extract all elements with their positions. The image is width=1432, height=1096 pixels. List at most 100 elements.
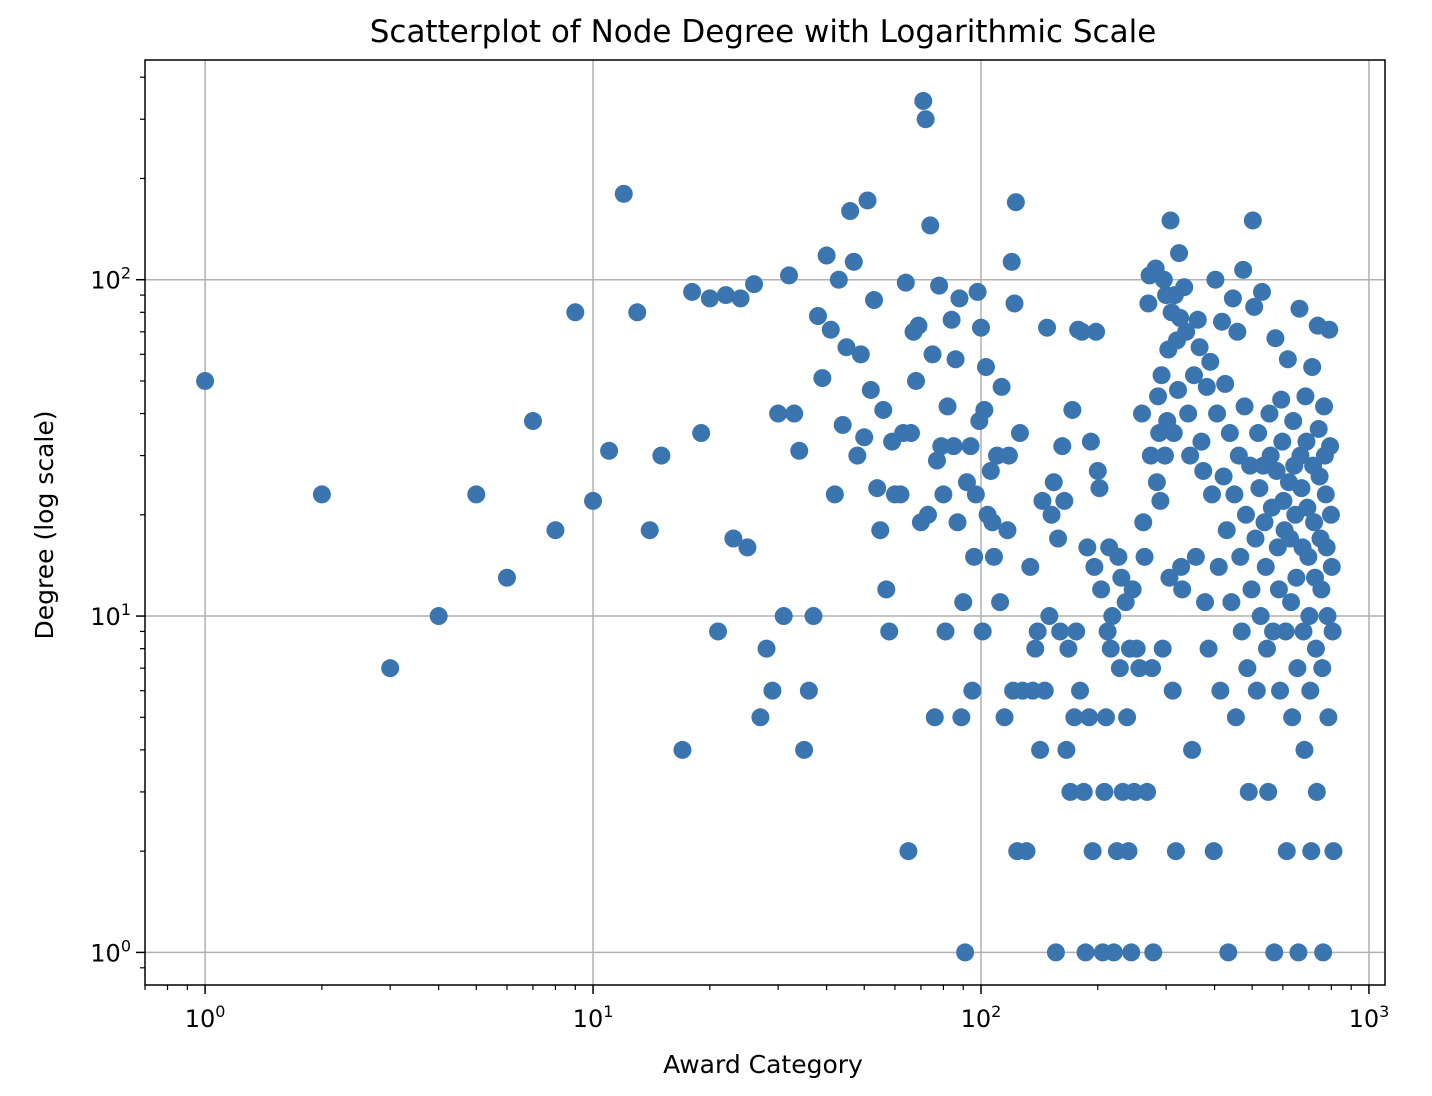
- scatter-point: [763, 681, 782, 700]
- scatter-point: [1143, 659, 1162, 678]
- scatter-point: [1192, 432, 1211, 451]
- scatter-point: [921, 216, 940, 235]
- scatter-point: [652, 446, 671, 465]
- scatter-point: [1264, 622, 1283, 641]
- scatter-point: [984, 547, 1003, 566]
- scatter-point: [1300, 607, 1319, 626]
- scatter-point: [1283, 708, 1302, 727]
- scatter-point: [1239, 782, 1258, 801]
- scatter-point: [932, 437, 951, 456]
- scatter-point: [1122, 943, 1141, 962]
- scatter-point: [1044, 473, 1063, 492]
- scatter-point: [952, 708, 971, 727]
- scatter-point: [1080, 708, 1099, 727]
- scatter-point: [1109, 547, 1128, 566]
- scatter-point: [1316, 485, 1335, 504]
- scatter-point: [1289, 943, 1308, 962]
- scatter-point: [1201, 352, 1220, 371]
- scatter-point: [855, 428, 874, 447]
- scatter-point: [1288, 659, 1307, 678]
- scatter-point: [1139, 294, 1158, 313]
- scatter-point: [1190, 338, 1209, 357]
- scatter-point: [1278, 350, 1297, 369]
- scatter-point: [868, 479, 887, 498]
- y-axis-label: Degree (log scale): [30, 411, 59, 640]
- scatter-point: [429, 607, 448, 626]
- scatter-point: [999, 446, 1018, 465]
- scatter-point: [546, 521, 565, 540]
- scatter-point: [1160, 568, 1179, 587]
- scatter-point: [907, 371, 926, 390]
- scatter-point: [1271, 681, 1290, 700]
- scatter-point: [1255, 513, 1274, 532]
- scatter-point: [312, 485, 331, 504]
- scatter-point: [1076, 943, 1095, 962]
- scatter-point: [961, 437, 980, 456]
- scatter-point: [1067, 622, 1086, 641]
- scatter-point: [971, 318, 990, 337]
- scatter-point: [930, 276, 949, 295]
- scatter-point: [1147, 473, 1166, 492]
- scatter-point: [808, 307, 827, 326]
- scatter-point: [1006, 193, 1025, 212]
- scatter-point: [1256, 557, 1275, 576]
- scatter-point: [1163, 681, 1182, 700]
- scatter-point: [1310, 467, 1329, 486]
- scatter-point: [1203, 485, 1222, 504]
- scatter-point: [925, 708, 944, 727]
- scatter-point: [936, 622, 955, 641]
- scatter-point: [1281, 529, 1300, 548]
- scatter-point: [1251, 607, 1270, 626]
- scatter-point: [1297, 432, 1316, 451]
- scatter-point: [1259, 782, 1278, 801]
- y-tick-label: 100: [90, 936, 131, 967]
- scatter-point: [1222, 593, 1241, 612]
- scatter-point: [954, 593, 973, 612]
- scatter-point: [1231, 547, 1250, 566]
- scatter-point: [1083, 842, 1102, 861]
- scatter-point: [785, 404, 804, 423]
- scatter-point: [1299, 547, 1318, 566]
- y-tick-label: 101: [90, 600, 131, 631]
- scatter-point: [1214, 467, 1233, 486]
- scatter-point: [1149, 387, 1168, 406]
- scatter-point: [795, 740, 814, 759]
- scatter-point: [1144, 943, 1163, 962]
- scatter-point: [1234, 260, 1253, 279]
- scatter-point: [1153, 639, 1172, 658]
- scatter-point: [1265, 943, 1284, 962]
- scatter-point: [909, 316, 928, 335]
- scatter-point: [1141, 446, 1160, 465]
- major-ticks: [136, 278, 1370, 994]
- scatter-point: [1236, 505, 1255, 524]
- scatter-point: [946, 350, 965, 369]
- scatter-point: [1119, 842, 1138, 861]
- scatter-point: [497, 568, 516, 587]
- scatter-point: [1051, 622, 1070, 641]
- scatter-point: [1074, 782, 1093, 801]
- scatter-point: [1282, 593, 1301, 612]
- scatter-point: [1154, 270, 1173, 289]
- scatter-point: [992, 377, 1011, 396]
- scatter-point: [1211, 681, 1230, 700]
- scatter-point: [1095, 782, 1114, 801]
- scatter-point: [1272, 390, 1291, 409]
- scatter-point: [1206, 270, 1225, 289]
- scatter-point: [1313, 659, 1332, 678]
- scatter-point: [1197, 377, 1216, 396]
- scatter-point: [1112, 568, 1131, 587]
- scatter-point: [751, 708, 770, 727]
- scatter-point: [1181, 446, 1200, 465]
- scatter-point: [821, 320, 840, 339]
- scatter-point: [1061, 782, 1080, 801]
- scatter-point: [745, 275, 764, 294]
- scatter-point: [1277, 842, 1296, 861]
- scatter-point: [1303, 358, 1322, 377]
- scatter-point: [896, 273, 915, 292]
- scatter-point: [825, 485, 844, 504]
- scatter-point: [1216, 374, 1235, 393]
- scatter-point: [991, 593, 1010, 612]
- scatter-point: [467, 485, 486, 504]
- x-tick-label: 103: [1349, 1002, 1390, 1033]
